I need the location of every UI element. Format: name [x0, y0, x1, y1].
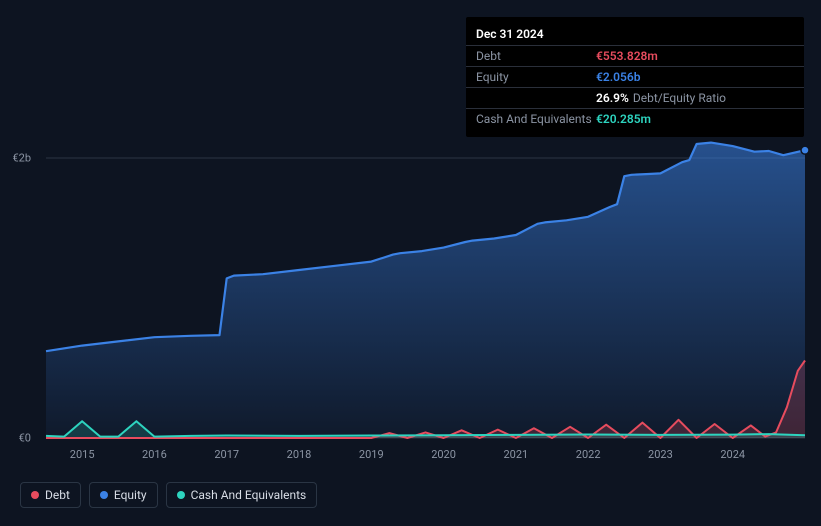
- legend-item-equity[interactable]: Equity: [89, 482, 158, 508]
- tooltip-row-label: [476, 91, 596, 105]
- x-axis-label: 2022: [576, 448, 601, 461]
- x-axis-label: 2018: [287, 448, 312, 461]
- legend-item-debt[interactable]: Debt: [20, 482, 81, 508]
- x-axis-label: 2023: [648, 448, 673, 461]
- legend-item-cash[interactable]: Cash And Equivalents: [166, 482, 318, 508]
- y-axis-label: €0: [0, 432, 31, 445]
- legend-dot-icon: [31, 491, 39, 499]
- legend-item-label: Cash And Equivalents: [191, 488, 307, 502]
- tooltip-row-value: €2.056b: [596, 70, 640, 84]
- tooltip-row-sublabel: Debt/Equity Ratio: [633, 91, 726, 105]
- tooltip-row-value: €553.828m: [596, 49, 658, 63]
- tooltip-row-label: Debt: [476, 49, 596, 63]
- x-axis-label: 2021: [503, 448, 528, 461]
- y-axis-label: €2b: [0, 152, 31, 165]
- chart-plot-area: [46, 130, 805, 438]
- debt-equity-chart: Dec 31 2024 Debt€553.828mEquity€2.056b26…: [0, 0, 821, 526]
- x-axis-label: 2016: [142, 448, 167, 461]
- x-axis-label: 2017: [214, 448, 239, 461]
- tooltip-row: Cash And Equivalents€20.285m: [466, 108, 804, 129]
- x-axis-label: 2024: [720, 448, 745, 461]
- tooltip-row-label: Equity: [476, 70, 596, 84]
- tooltip-row: Debt€553.828m: [466, 45, 804, 66]
- tooltip-date: Dec 31 2024: [466, 25, 804, 45]
- tooltip-row: 26.9%Debt/Equity Ratio: [466, 87, 804, 108]
- equity-end-marker: [801, 146, 809, 154]
- chart-tooltip: Dec 31 2024 Debt€553.828mEquity€2.056b26…: [466, 17, 804, 137]
- equity-area: [46, 143, 805, 438]
- legend-item-label: Debt: [45, 488, 70, 502]
- tooltip-row-label: Cash And Equivalents: [476, 112, 596, 126]
- tooltip-row-value: €20.285m: [596, 112, 651, 126]
- legend-item-label: Equity: [114, 488, 147, 502]
- legend-dot-icon: [100, 491, 108, 499]
- x-axis-label: 2015: [70, 448, 95, 461]
- chart-legend: Debt Equity Cash And Equivalents: [20, 482, 317, 508]
- legend-dot-icon: [177, 491, 185, 499]
- tooltip-row: Equity€2.056b: [466, 66, 804, 87]
- tooltip-row-value: 26.9%Debt/Equity Ratio: [596, 91, 726, 105]
- x-axis-label: 2019: [359, 448, 384, 461]
- x-axis-label: 2020: [431, 448, 456, 461]
